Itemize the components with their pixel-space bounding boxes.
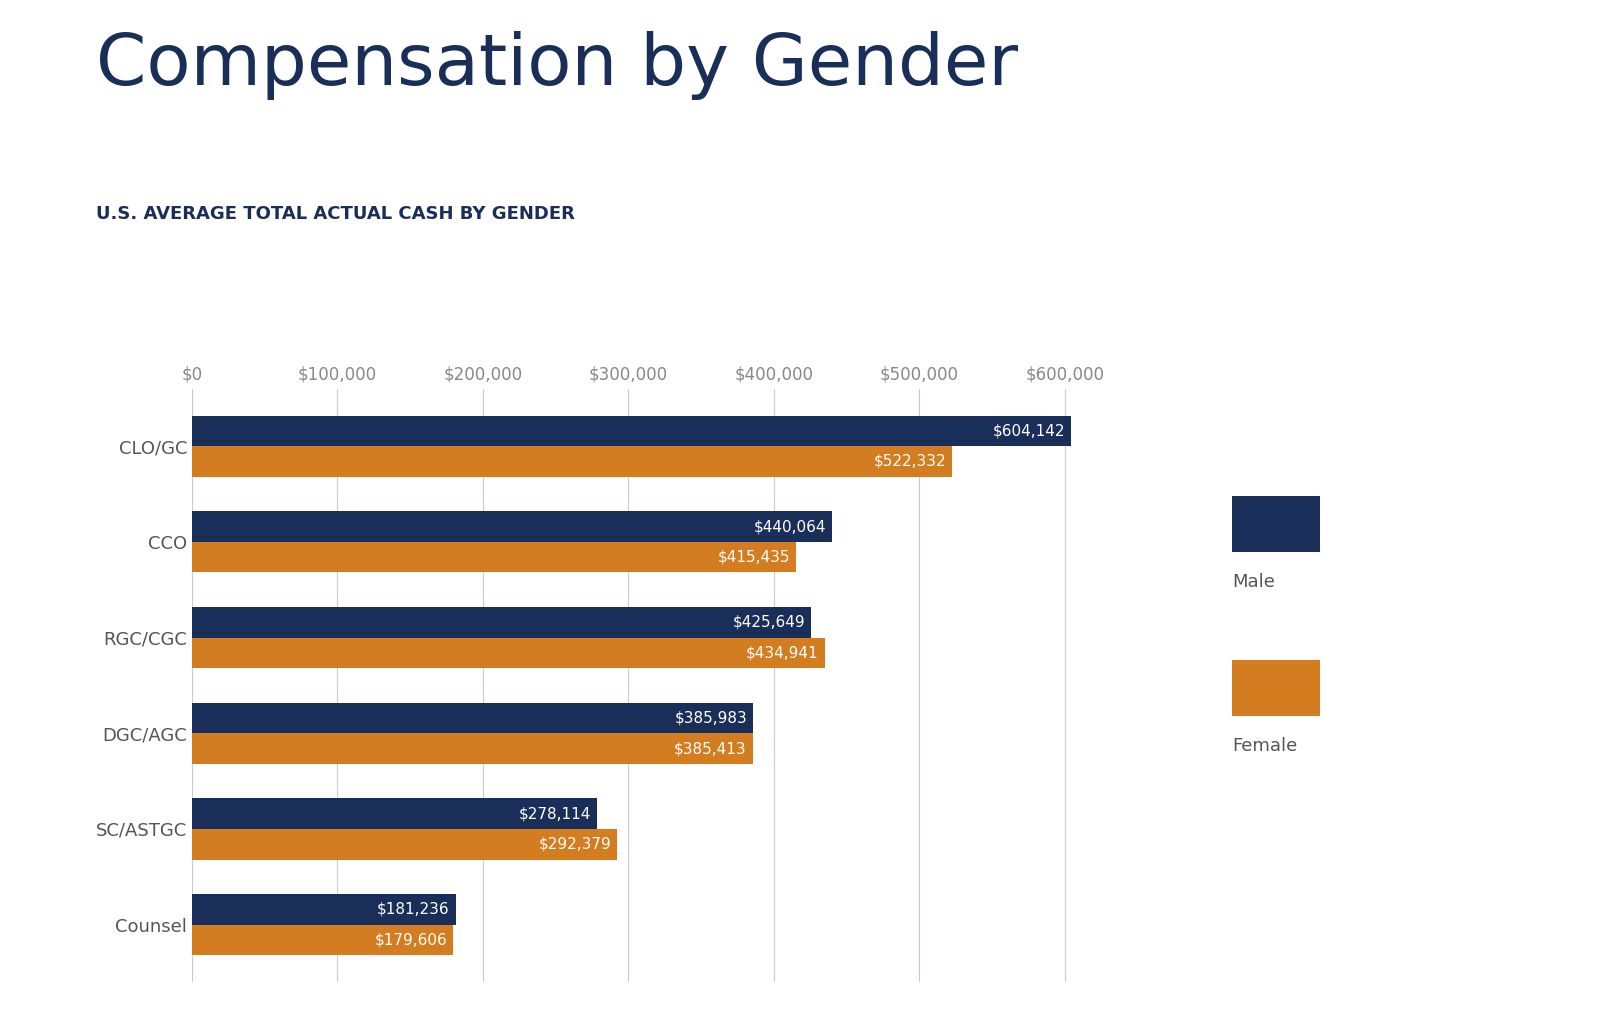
Text: $415,435: $415,435 (718, 549, 790, 565)
Text: $604,142: $604,142 (992, 424, 1066, 438)
Bar (192, 829, 618, 859)
Bar (192, 925, 453, 955)
Text: $292,379: $292,379 (539, 837, 611, 852)
Bar (192, 542, 797, 573)
Bar (192, 512, 832, 542)
Text: $181,236: $181,236 (378, 902, 450, 917)
Bar (192, 607, 811, 637)
Text: Female: Female (1232, 737, 1298, 755)
Text: $385,983: $385,983 (675, 710, 747, 725)
Text: $522,332: $522,332 (874, 454, 946, 469)
Text: $278,114: $278,114 (518, 806, 590, 821)
Bar (192, 415, 1070, 446)
Text: Male: Male (1232, 573, 1275, 591)
Bar (192, 894, 456, 925)
Bar (192, 733, 752, 764)
Text: $440,064: $440,064 (754, 519, 826, 534)
Text: $179,606: $179,606 (374, 933, 448, 947)
Bar (192, 637, 824, 668)
Text: $425,649: $425,649 (733, 615, 805, 630)
Bar (192, 446, 952, 477)
Text: Compensation by Gender: Compensation by Gender (96, 31, 1018, 99)
Text: $385,413: $385,413 (674, 741, 747, 756)
Bar (192, 798, 597, 829)
Text: $434,941: $434,941 (746, 646, 819, 661)
Text: U.S. AVERAGE TOTAL ACTUAL CASH BY GENDER: U.S. AVERAGE TOTAL ACTUAL CASH BY GENDER (96, 205, 574, 223)
Bar (192, 703, 754, 733)
